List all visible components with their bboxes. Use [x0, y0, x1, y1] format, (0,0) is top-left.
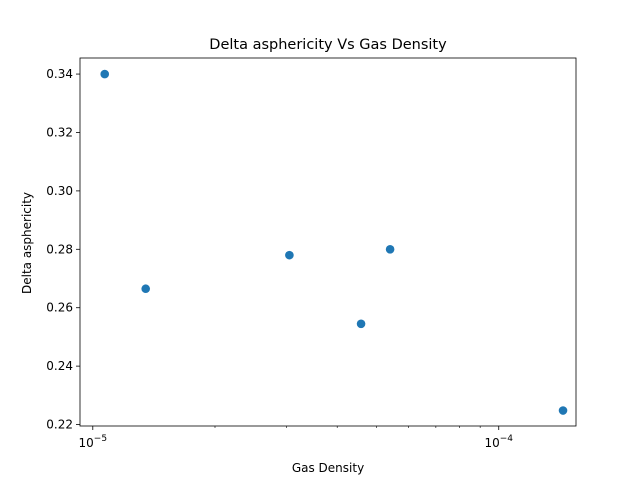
chart-title: Delta asphericity Vs Gas Density: [209, 37, 447, 53]
y-tick-label: 0.24: [46, 359, 73, 373]
data-point: [356, 319, 366, 329]
x-tick-label: 10−5: [79, 434, 108, 450]
y-tick-label: 0.26: [46, 301, 73, 315]
y-tick-label: 0.32: [46, 125, 73, 139]
x-tick-label-exponent: −5: [94, 434, 107, 444]
x-tick-label-base: 10: [484, 436, 499, 450]
y-tick-label: 0.22: [46, 418, 73, 432]
plot-area: 10−5 10−40.220.240.260.280.300.320.34: [46, 57, 577, 450]
y-tick-label: 0.28: [46, 242, 73, 256]
data-point: [385, 245, 395, 254]
x-axis-title: Gas Density: [292, 461, 364, 475]
x-tick-label: 10−4: [484, 434, 513, 450]
y-tick-label: 0.34: [46, 67, 73, 81]
x-tick-label-exponent: −4: [500, 434, 514, 444]
data-point: [100, 69, 110, 79]
data-point: [285, 250, 294, 260]
y-axis-title: Delta asphericity: [20, 192, 34, 294]
data-point: [558, 406, 568, 415]
x-tick-label-base: 10: [79, 436, 94, 450]
axes-frame: [79, 57, 577, 427]
y-tick-label: 0.30: [46, 184, 73, 198]
data-point: [141, 284, 151, 294]
